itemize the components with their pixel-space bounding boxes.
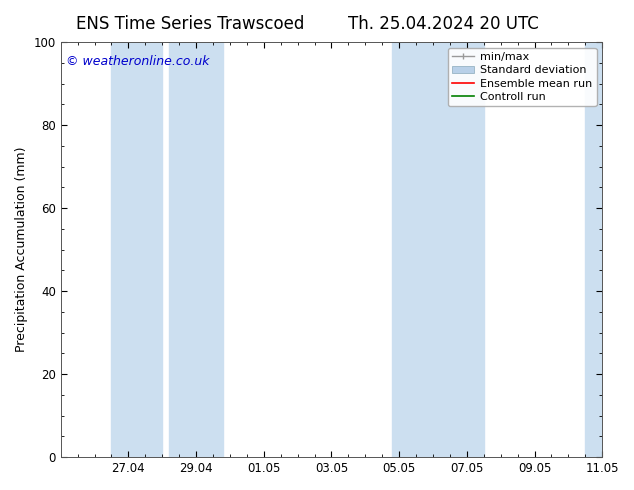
Bar [392,42,440,457]
Bar [585,42,619,457]
Text: Th. 25.04.2024 20 UTC: Th. 25.04.2024 20 UTC [349,15,539,33]
Bar [440,42,484,457]
Y-axis label: Precipitation Accumulation (mm): Precipitation Accumulation (mm) [15,147,28,352]
Bar [112,42,162,457]
Text: © weatheronline.co.uk: © weatheronline.co.uk [66,54,210,68]
Legend: min/max, Standard deviation, Ensemble mean run, Controll run: min/max, Standard deviation, Ensemble me… [448,48,597,106]
Bar [169,42,223,457]
Text: ENS Time Series Trawscoed: ENS Time Series Trawscoed [76,15,304,33]
